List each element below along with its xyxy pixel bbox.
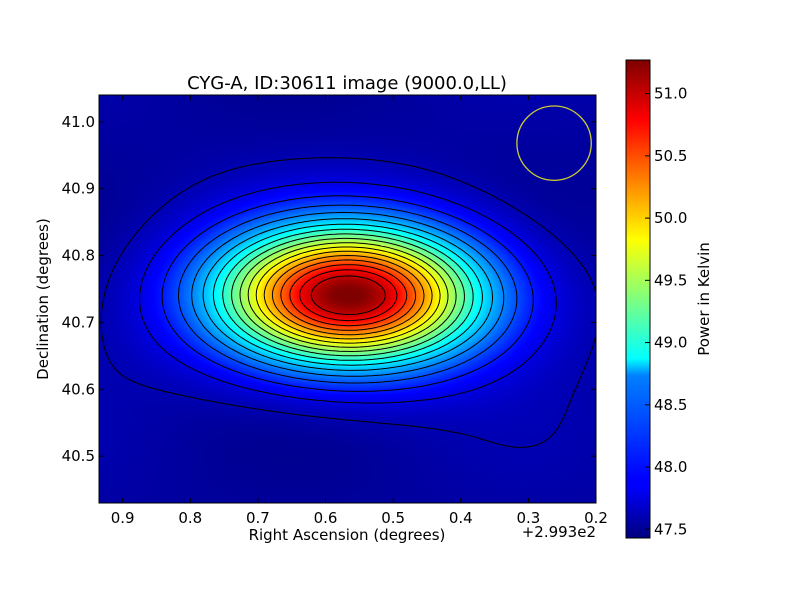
x-tick-label: 0.7: [246, 509, 270, 527]
contour-line: [231, 233, 465, 357]
colorbar-label: Power in Kelvin: [695, 242, 713, 356]
contour-line: [139, 181, 557, 404]
x-tick-label: 0.9: [111, 509, 135, 527]
contour-line: [178, 204, 518, 384]
contour-line: [280, 259, 417, 331]
colorbar-tick-label: 47.5: [654, 520, 687, 538]
contour-lines: [100, 157, 596, 448]
x-axis-offset: +2.993e2: [522, 523, 596, 541]
contour-line: [191, 211, 505, 377]
x-tick-label: 0.5: [381, 509, 405, 527]
chart-title: CYG-A, ID:30611 image (9000.0,LL): [187, 73, 507, 94]
y-tick-label: 40.5: [62, 447, 95, 465]
contour-line: [255, 246, 441, 344]
contour-line: [299, 269, 398, 322]
colorbar-tick-label: 51.0: [654, 85, 687, 103]
contour-line: [222, 228, 474, 361]
colorbar-tick-label: 49.0: [654, 334, 687, 352]
contour-line: [212, 223, 483, 366]
beam-circle: [516, 105, 592, 181]
colorbar-gradient: [625, 59, 651, 539]
plot-area: 0.9 0.8 0.7 0.6 0.5 0.4 0.3 0.2 40.540.640.740.…: [62, 94, 608, 527]
y-axis-ticks: 40.5 40.6 40.7 40.8 40.9 41.0: [62, 113, 596, 465]
contour-line: [247, 242, 449, 348]
contour-line: [263, 250, 433, 340]
y-axis-label: Declination (degrees): [34, 218, 52, 380]
colorbar-tick-label: 48.0: [654, 458, 687, 476]
x-tick-label: 0.2: [584, 509, 608, 527]
contour-line: [239, 237, 457, 352]
contour-line: [202, 218, 493, 371]
heatmap-image: [99, 95, 596, 503]
contour-line: [161, 195, 534, 392]
colorbar-tick-label: 49.5: [654, 271, 687, 289]
y-tick-label: 41.0: [62, 113, 95, 131]
contour-line: [289, 264, 408, 327]
y-tick-label: 40.6: [62, 380, 95, 398]
colorbar-tick-label: 48.5: [654, 396, 687, 414]
x-tick-label: 0.3: [516, 509, 540, 527]
colorbar: 47.5 48.0 48.5 49.0 49.5 50.0 50.5 51.0 Power i…: [625, 59, 713, 539]
x-tick-label: 0.4: [449, 509, 473, 527]
y-tick-label: 40.7: [62, 313, 95, 331]
y-tick-label: 40.8: [62, 247, 95, 265]
colorbar-tick-label: 50.0: [654, 209, 687, 227]
contour-line: [271, 255, 425, 336]
colorbar-tick-label: 50.5: [654, 147, 687, 165]
x-tick-label: 0.6: [314, 509, 338, 527]
contour-line: [100, 157, 596, 448]
x-tick-label: 0.8: [178, 509, 202, 527]
colorbar-ticks: 47.5 48.0 48.5 49.0 49.5 50.0 50.5 51.0: [645, 85, 687, 538]
x-axis-label: Right Ascension (degrees): [249, 526, 446, 544]
plot-frame: [98, 94, 597, 504]
x-axis-ticks: 0.9 0.8 0.7 0.6 0.5 0.4 0.3 0.2: [111, 95, 608, 527]
y-tick-label: 40.9: [62, 180, 95, 198]
contour-line: [310, 275, 386, 315]
